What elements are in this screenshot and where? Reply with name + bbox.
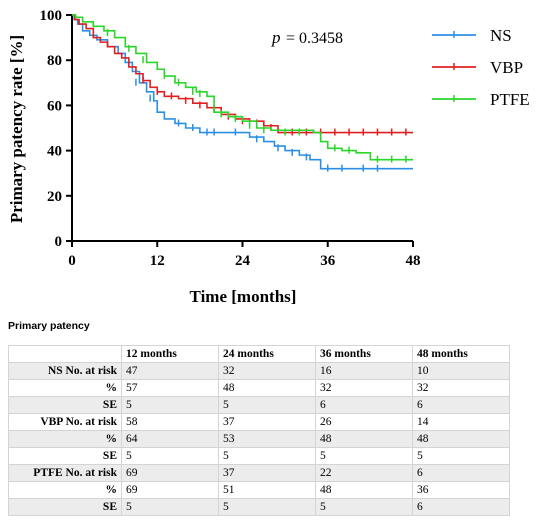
x-tick-label: 36 (320, 253, 336, 269)
table-cell: 16 (315, 362, 413, 380)
table-cell: 69 (121, 464, 219, 482)
table-caption: Primary patency (8, 320, 90, 332)
y-axis-label: Primary patency rate [%] (7, 35, 26, 223)
table-header-cell: 24 months (218, 345, 316, 363)
table-cell: 5 (315, 498, 413, 516)
table-header-cell: 36 months (315, 345, 413, 363)
table-row: % 69 51 48 36 (8, 481, 510, 499)
table-cell: 47 (121, 362, 219, 380)
y-tick-label: 80 (47, 53, 62, 69)
y-tick-label: 20 (47, 189, 62, 205)
row-label: SE (8, 396, 122, 414)
row-label: % (8, 430, 122, 448)
risk-table: 12 months 24 months 36 months 48 months … (8, 345, 510, 516)
row-label: VBP No. at risk (8, 413, 122, 431)
legend-label-ns: NS (490, 26, 512, 45)
table-cell: 5 (315, 447, 413, 465)
table-cell: 48 (412, 430, 510, 448)
table-cell: 5 (218, 396, 316, 414)
row-label: NS No. at risk (8, 362, 122, 380)
row-label: SE (8, 447, 122, 465)
table-row: % 57 48 32 32 (8, 379, 510, 397)
table-cell: 36 (412, 481, 510, 499)
table-cell: 64 (121, 430, 219, 448)
table-cell: 26 (315, 413, 413, 431)
y-tick-label: 0 (55, 234, 63, 250)
table-cell: 5 (121, 396, 219, 414)
table-cell: 48 (218, 379, 316, 397)
y-tick-label: 100 (40, 8, 63, 24)
x-tick-label: 24 (235, 253, 251, 269)
table-row: SE 5 5 6 6 (8, 396, 510, 414)
y-tick-label: 40 (47, 144, 62, 160)
table-row: VBP No. at risk 58 37 26 14 (8, 413, 510, 431)
x-tick-label: 0 (68, 253, 76, 269)
table-cell: 6 (412, 464, 510, 482)
series-line-vbp (72, 14, 413, 134)
table-cell: 32 (218, 362, 316, 380)
table-cell: 53 (218, 430, 316, 448)
table-cell: 5 (412, 447, 510, 465)
legend: NS VBP PTFE (432, 26, 530, 109)
table-header-cell: 12 months (121, 345, 219, 363)
table-cell: 37 (218, 464, 316, 482)
km-chart: 0 20 40 60 80 100 0 12 24 36 48 NS VBP PTFE p = 0.34… (7, 8, 530, 306)
legend-label-vbp: VBP (490, 58, 523, 77)
p-value-text: = 0.3458 (286, 30, 343, 47)
table-cell: 69 (121, 481, 219, 499)
table-row: NS No. at risk 47 32 16 10 (8, 362, 510, 380)
table-row: % 64 53 48 48 (8, 430, 510, 448)
p-value-label: p (271, 28, 281, 47)
table-cell: 6 (315, 396, 413, 414)
axes: 0 20 40 60 80 100 0 12 24 36 48 (40, 8, 421, 269)
table-cell: 51 (218, 481, 316, 499)
row-label: % (8, 481, 122, 499)
table-cell: 48 (315, 430, 413, 448)
legend-label-ptfe: PTFE (490, 90, 530, 109)
table-cell: 32 (412, 379, 510, 397)
table-cell: 32 (315, 379, 413, 397)
row-label: PTFE No. at risk (8, 464, 122, 482)
table-cell: 5 (218, 498, 316, 516)
table-cell: 10 (412, 362, 510, 380)
table-cell: 5 (121, 447, 219, 465)
table-row: SE 5 5 5 6 (8, 498, 510, 516)
table-cell: 6 (412, 396, 510, 414)
x-tick-label: 48 (406, 253, 421, 269)
table-header-row: 12 months 24 months 36 months 48 months (8, 345, 510, 363)
table-cell: 37 (218, 413, 316, 431)
series-layer (72, 14, 413, 172)
table-cell: 57 (121, 379, 219, 397)
table-cell: 58 (121, 413, 219, 431)
x-axis-label: Time [months] (190, 287, 297, 306)
table-cell: 22 (315, 464, 413, 482)
table-header-cell: 48 months (412, 345, 510, 363)
table-row: PTFE No. at risk 69 37 22 6 (8, 464, 510, 482)
table-cell: 6 (412, 498, 510, 516)
y-tick-label: 60 (47, 98, 62, 114)
table-header-cell (8, 345, 122, 363)
series-line-ns (72, 14, 413, 170)
table-cell: 48 (315, 481, 413, 499)
row-label: SE (8, 498, 122, 516)
row-label: % (8, 379, 122, 397)
x-tick-label: 12 (150, 253, 165, 269)
series-line-ptfe (72, 14, 413, 161)
table-cell: 5 (121, 498, 219, 516)
table-cell: 14 (412, 413, 510, 431)
table-cell: 5 (218, 447, 316, 465)
table-row: SE 5 5 5 5 (8, 447, 510, 465)
